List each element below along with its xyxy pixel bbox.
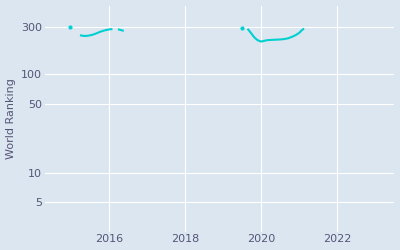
Y-axis label: World Ranking: World Ranking [6, 78, 16, 159]
